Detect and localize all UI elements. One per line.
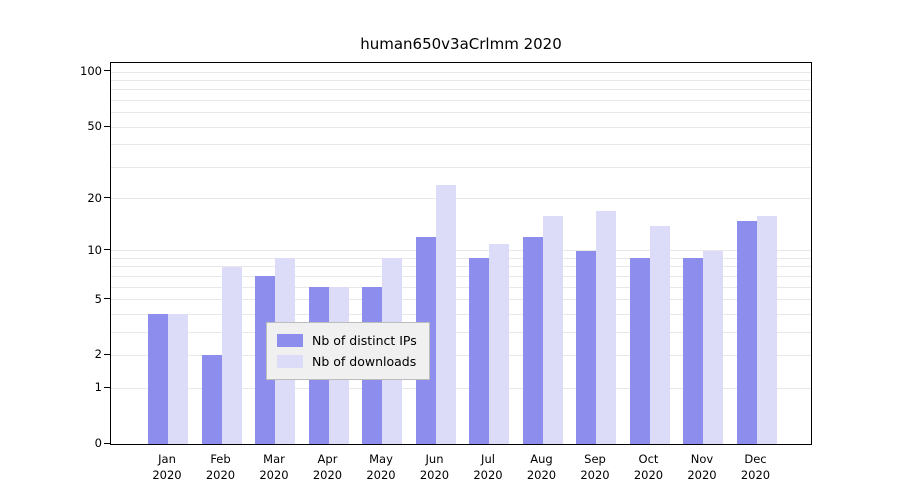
y-axis-tick-label: 5 bbox=[94, 291, 102, 306]
x-axis-year: 2020 bbox=[687, 468, 717, 482]
gridline bbox=[111, 126, 811, 128]
x-axis-year: 2020 bbox=[312, 468, 343, 482]
x-axis-year: 2020 bbox=[740, 468, 771, 482]
x-axis-month: Aug bbox=[530, 452, 553, 466]
x-axis-month: Nov bbox=[690, 452, 714, 466]
bar-distinct-ips bbox=[683, 258, 703, 444]
gridline bbox=[111, 112, 811, 114]
x-axis-tick-label: Mar 2020 bbox=[244, 451, 304, 483]
bar-downloads bbox=[703, 250, 723, 444]
x-axis-month: Jul bbox=[481, 452, 495, 466]
x-axis-month: Feb bbox=[210, 452, 231, 466]
bar-downloads bbox=[649, 225, 670, 444]
gridline bbox=[111, 166, 811, 168]
x-axis-tick-label: Oct 2020 bbox=[619, 451, 679, 483]
y-axis-tick-label: 10 bbox=[87, 242, 102, 257]
y-axis-tick-mark bbox=[104, 249, 110, 251]
gridline bbox=[111, 354, 811, 356]
bar-downloads bbox=[542, 215, 563, 444]
gridline bbox=[111, 250, 811, 252]
x-axis-tick-label: Dec 2020 bbox=[726, 451, 786, 483]
bar-distinct-ips bbox=[736, 220, 757, 444]
gridline bbox=[111, 299, 811, 301]
bar-distinct-ips bbox=[469, 258, 489, 444]
x-axis-month: Mar bbox=[263, 452, 285, 466]
y-axis-tick-label: 100 bbox=[80, 63, 102, 78]
gridline bbox=[111, 387, 811, 389]
bar-distinct-ips bbox=[255, 276, 275, 444]
x-axis-year: 2020 bbox=[580, 468, 610, 482]
x-axis-year: 2020 bbox=[419, 468, 450, 482]
x-axis-year: 2020 bbox=[366, 468, 396, 482]
x-axis-tick-label: Apr 2020 bbox=[298, 451, 358, 483]
bar-distinct-ips bbox=[148, 314, 168, 444]
y-axis-tick-label: 50 bbox=[87, 119, 102, 134]
bar-downloads bbox=[489, 243, 509, 444]
x-axis-year: 2020 bbox=[473, 468, 503, 482]
x-axis-month: Jun bbox=[425, 452, 444, 466]
gridline bbox=[111, 257, 811, 259]
gridline bbox=[111, 313, 811, 315]
x-axis-year: 2020 bbox=[205, 468, 236, 482]
x-axis-month: Dec bbox=[744, 452, 767, 466]
bar-downloads bbox=[168, 314, 188, 444]
x-axis-month: Sep bbox=[584, 452, 606, 466]
chart-title: human650v3aCrlmm 2020 bbox=[360, 35, 562, 53]
y-axis-tick-label: 0 bbox=[94, 436, 102, 450]
gridline bbox=[111, 198, 811, 200]
y-axis-tick-mark bbox=[104, 353, 110, 355]
gridline bbox=[111, 79, 811, 81]
legend-entry-downloads: Nb of downloads bbox=[277, 351, 417, 372]
x-axis-year: 2020 bbox=[259, 468, 289, 482]
gridline bbox=[111, 99, 811, 101]
x-axis-tick-label: May 2020 bbox=[351, 451, 411, 483]
y-axis-tick-mark bbox=[104, 442, 110, 444]
x-axis-year: 2020 bbox=[633, 468, 664, 482]
y-axis-tick-label: 20 bbox=[87, 190, 102, 205]
bar-downloads bbox=[435, 184, 456, 444]
y-axis-tick-label: 2 bbox=[94, 347, 102, 362]
bar-distinct-ips bbox=[201, 355, 222, 444]
legend-swatch-downloads bbox=[277, 355, 303, 368]
gridline bbox=[111, 71, 811, 73]
y-axis-tick-mark bbox=[104, 298, 110, 300]
plot-area bbox=[110, 62, 812, 445]
gridline bbox=[111, 286, 811, 288]
y-axis-tick-label: 1 bbox=[94, 380, 102, 395]
gridline bbox=[111, 266, 811, 268]
bar-downloads bbox=[596, 211, 616, 444]
x-axis-year: 2020 bbox=[152, 468, 182, 482]
bar-downloads bbox=[221, 266, 242, 444]
legend-swatch-distinct-ips bbox=[277, 334, 303, 347]
x-axis-month: May bbox=[369, 452, 393, 466]
y-axis-tick-mark bbox=[104, 386, 110, 388]
x-axis-month: Oct bbox=[638, 452, 659, 466]
bar-distinct-ips bbox=[522, 237, 543, 444]
x-axis-tick-label: Jun 2020 bbox=[405, 451, 465, 483]
x-axis-tick-label: Nov 2020 bbox=[672, 451, 732, 483]
gridline bbox=[111, 144, 811, 146]
x-axis-tick-label: Jul 2020 bbox=[458, 451, 518, 483]
gridline bbox=[111, 275, 811, 277]
legend-label-downloads: Nb of downloads bbox=[312, 354, 417, 369]
x-axis-tick-label: Feb 2020 bbox=[191, 451, 251, 483]
x-axis-tick-label: Jan 2020 bbox=[137, 451, 197, 483]
legend: Nb of distinct IPs Nb of downloads bbox=[266, 322, 430, 380]
legend-label-distinct-ips: Nb of distinct IPs bbox=[312, 333, 417, 348]
bar-downloads bbox=[756, 215, 777, 444]
y-axis-tick-mark bbox=[104, 197, 110, 199]
gridline bbox=[111, 331, 811, 333]
x-axis-month: Jan bbox=[158, 452, 176, 466]
x-axis-month: Apr bbox=[317, 452, 338, 466]
legend-entry-distinct-ips: Nb of distinct IPs bbox=[277, 330, 417, 351]
x-axis-tick-label: Aug 2020 bbox=[512, 451, 572, 483]
bar-distinct-ips bbox=[629, 258, 650, 444]
y-axis-tick-mark bbox=[104, 70, 110, 72]
y-axis-tick-mark bbox=[104, 125, 110, 127]
gridline bbox=[111, 89, 811, 91]
x-axis-tick-label: Sep 2020 bbox=[565, 451, 625, 483]
x-axis-year: 2020 bbox=[526, 468, 557, 482]
bar-distinct-ips bbox=[576, 250, 596, 444]
